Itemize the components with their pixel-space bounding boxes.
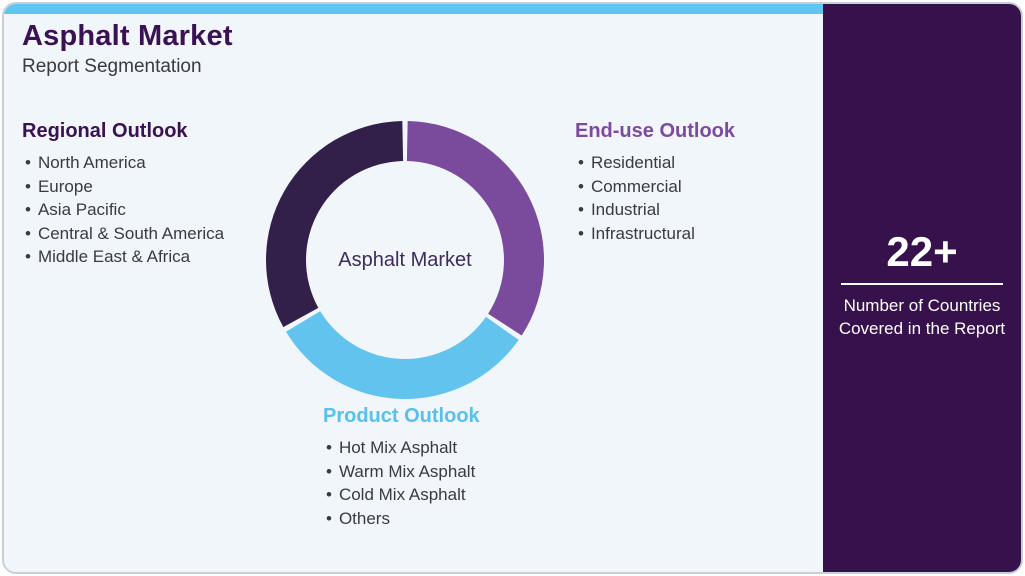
list-item: Central & South America <box>22 222 224 246</box>
list-item: Europe <box>22 175 224 199</box>
donut-chart: Asphalt Market <box>260 115 550 405</box>
countries-label-line-1: Number of Countries <box>843 296 1001 315</box>
list-item: Commercial <box>575 175 735 199</box>
countries-count: 22+ <box>886 228 958 275</box>
section-end-use-outlook: End-use Outlook ResidentialCommercialInd… <box>575 118 735 245</box>
end-use-outlook-list: ResidentialCommercialIndustrialInfrastru… <box>575 151 735 245</box>
page-title: Asphalt Market <box>22 20 233 52</box>
countries-count-label: Number of Countries Covered in the Repor… <box>839 294 1005 340</box>
report-header: Asphalt Market Report Segmentation <box>22 19 233 79</box>
list-item: Asia Pacific <box>22 198 224 222</box>
list-item: Hot Mix Asphalt <box>323 436 480 460</box>
list-item: Infrastructural <box>575 222 735 246</box>
list-item: Middle East & Africa <box>22 245 224 269</box>
list-item: Residential <box>575 151 735 175</box>
top-accent-bar <box>4 4 823 14</box>
stat-panel-content: 22+ Number of Countries Covered in the R… <box>839 228 1005 340</box>
end-use-outlook-heading: End-use Outlook <box>575 120 735 142</box>
countries-label-line-2: Covered in the Report <box>838 319 1006 338</box>
stat-divider <box>840 283 1003 285</box>
page-subtitle: Report Segmentation <box>22 56 202 77</box>
section-regional-outlook: Regional Outlook North AmericaEuropeAsia… <box>22 118 224 269</box>
donut-segment-end-use-outlook <box>406 121 544 336</box>
main-panel: Asphalt Market Report Segmentation Regio… <box>4 4 823 572</box>
list-item: North America <box>22 151 224 175</box>
list-item: Industrial <box>575 198 735 222</box>
regional-outlook-heading: Regional Outlook <box>22 120 188 142</box>
product-outlook-list: Hot Mix AsphaltWarm Mix AsphaltCold Mix … <box>323 436 480 530</box>
list-item: Others <box>323 507 480 531</box>
list-item: Cold Mix Asphalt <box>323 483 480 507</box>
donut-segment-product-outlook <box>285 311 519 400</box>
list-item: Warm Mix Asphalt <box>323 460 480 484</box>
stat-panel: 22+ Number of Countries Covered in the R… <box>823 4 1021 572</box>
donut-segment-regional-outlook <box>265 121 404 328</box>
regional-outlook-list: North AmericaEuropeAsia PacificCentral &… <box>22 151 224 269</box>
product-outlook-heading: Product Outlook <box>323 405 480 427</box>
section-product-outlook: Product Outlook Hot Mix AsphaltWarm Mix … <box>323 403 480 530</box>
donut-chart-svg <box>265 121 544 400</box>
